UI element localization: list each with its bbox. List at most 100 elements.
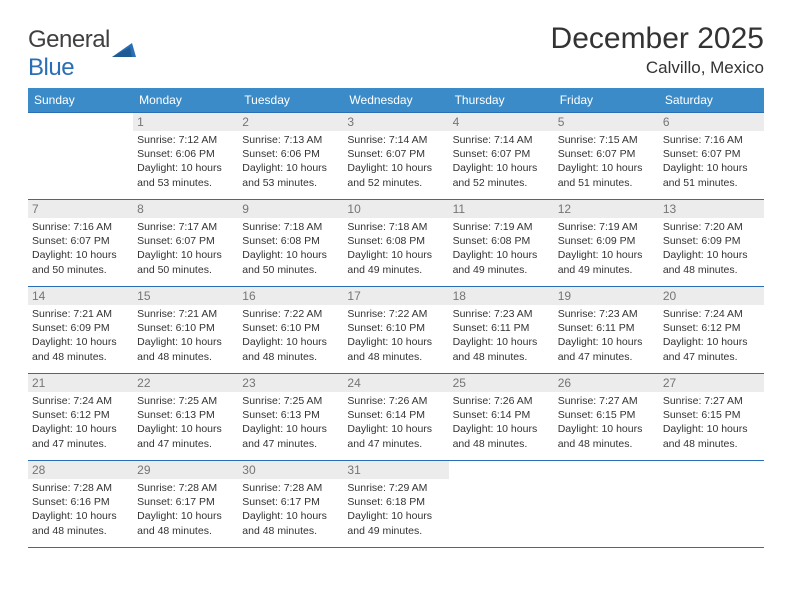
calendar-day-cell: 24 Sunrise: 7:26 AMSunset: 6:14 PMDayligh… [343,374,448,461]
calendar-day-cell: 4Sunrise: 7:14 AMSunset: 6:07 PMDaylight… [449,113,554,200]
day-details: Sunrise: 7:14 AMSunset: 6:07 PMDaylight:… [347,133,444,190]
calendar-day-cell: 8 Sunrise: 7:17 AMSunset: 6:07 PMDaylight… [133,200,238,287]
calendar-day-cell: 2Sunrise: 7:13 AMSunset: 6:06 PMDaylight… [238,113,343,200]
calendar-day-cell: 22Sunrise: 7:25 AMSunset: 6:13 PMDayligh… [133,374,238,461]
day-number: 25 [449,374,554,392]
calendar-body: 1Sunrise: 7:12 AMSunset: 6:06 PMDaylight… [28,113,764,548]
title-block: December 2025 Calvillo, Mexico [551,22,764,78]
day-header: Monday [133,88,238,113]
calendar-day-cell: 5 Sunrise: 7:15 AMSunset: 6:07 PMDaylight… [554,113,659,200]
calendar-day-cell: 13 Sunrise: 7:20 AMSunset: 6:09 PMDayligh… [659,200,764,287]
day-number: 28 [28,461,133,479]
day-details: Sunrise: 7:14 AMSunset: 6:07 PMDaylight:… [453,133,550,190]
day-number: 27 [659,374,764,392]
logo: General Blue [28,22,140,82]
calendar-week-row: 1Sunrise: 7:12 AMSunset: 6:06 PMDaylight… [28,113,764,200]
calendar-empty-cell [554,461,659,548]
calendar-week-row: 7 Sunrise: 7:16 AMSunset: 6:07 PMDaylight… [28,200,764,287]
calendar-week-row: 21Sunrise: 7:24 AMSunset: 6:12 PMDayligh… [28,374,764,461]
day-number: 10 [343,200,448,218]
day-header: Sunday [28,88,133,113]
day-number: 20 [659,287,764,305]
day-header: Saturday [659,88,764,113]
day-details: Sunrise: 7:13 AMSunset: 6:06 PMDaylight:… [242,133,339,190]
day-header: Tuesday [238,88,343,113]
calendar-week-row: 14Sunrise: 7:21 AMSunset: 6:09 PMDayligh… [28,287,764,374]
day-number: 7 [28,200,133,218]
calendar-empty-cell [449,461,554,548]
day-number: 9 [238,200,343,218]
calendar-day-cell: 16Sunrise: 7:22 AMSunset: 6:10 PMDayligh… [238,287,343,374]
calendar-day-cell: 10 Sunrise: 7:18 AMSunset: 6:08 PMDayligh… [343,200,448,287]
calendar-page: General Blue December 2025 Calvillo, Mex… [0,0,792,548]
calendar-day-cell: 21Sunrise: 7:24 AMSunset: 6:12 PMDayligh… [28,374,133,461]
day-details: Sunrise: 7:26 AMSunset: 6:14 PMDaylight:… [347,394,444,451]
calendar-header-row: SundayMondayTuesdayWednesdayThursdayFrid… [28,88,764,113]
calendar-day-cell: 29 Sunrise: 7:28 AMSunset: 6:17 PMDayligh… [133,461,238,548]
day-details: Sunrise: 7:24 AMSunset: 6:12 PMDaylight:… [32,394,129,451]
day-details: Sunrise: 7:25 AMSunset: 6:13 PMDaylight:… [242,394,339,451]
calendar-day-cell: 18Sunrise: 7:23 AMSunset: 6:11 PMDayligh… [449,287,554,374]
day-number: 14 [28,287,133,305]
day-number: 29 [133,461,238,479]
day-details: Sunrise: 7:28 AMSunset: 6:17 PMDaylight:… [137,481,234,538]
calendar-day-cell: 27Sunrise: 7:27 AMSunset: 6:15 PMDayligh… [659,374,764,461]
logo-triangle-icon [112,41,140,61]
day-number: 13 [659,200,764,218]
calendar-week-row: 28 Sunrise: 7:28 AMSunset: 6:16 PMDayligh… [28,461,764,548]
day-number: 26 [554,374,659,392]
day-number: 15 [133,287,238,305]
calendar-day-cell: 11 Sunrise: 7:19 AMSunset: 6:08 PMDayligh… [449,200,554,287]
day-details: Sunrise: 7:29 AMSunset: 6:18 PMDaylight:… [347,481,444,538]
calendar-empty-cell [659,461,764,548]
calendar-day-cell: 28 Sunrise: 7:28 AMSunset: 6:16 PMDayligh… [28,461,133,548]
page-title: December 2025 [551,22,764,56]
day-details: Sunrise: 7:16 AMSunset: 6:07 PMDaylight:… [663,133,760,190]
day-details: Sunrise: 7:20 AMSunset: 6:09 PMDaylight:… [663,220,760,277]
calendar-day-cell: 26 Sunrise: 7:27 AMSunset: 6:15 PMDayligh… [554,374,659,461]
logo-word1: General [28,26,110,53]
day-details: Sunrise: 7:22 AMSunset: 6:10 PMDaylight:… [347,307,444,364]
day-details: Sunrise: 7:18 AMSunset: 6:08 PMDaylight:… [242,220,339,277]
day-header: Thursday [449,88,554,113]
logo-text: General Blue [28,26,110,82]
day-details: Sunrise: 7:28 AMSunset: 6:17 PMDaylight:… [242,481,339,538]
day-number: 23 [238,374,343,392]
calendar-day-cell: 1Sunrise: 7:12 AMSunset: 6:06 PMDaylight… [133,113,238,200]
day-number: 30 [238,461,343,479]
day-details: Sunrise: 7:16 AMSunset: 6:07 PMDaylight:… [32,220,129,277]
day-details: Sunrise: 7:28 AMSunset: 6:16 PMDaylight:… [32,481,129,538]
calendar-empty-cell [28,113,133,200]
logo-word2: Blue [28,54,74,81]
day-details: Sunrise: 7:24 AMSunset: 6:12 PMDaylight:… [663,307,760,364]
day-details: Sunrise: 7:18 AMSunset: 6:08 PMDaylight:… [347,220,444,277]
calendar-day-cell: 31 Sunrise: 7:29 AMSunset: 6:18 PMDayligh… [343,461,448,548]
day-details: Sunrise: 7:19 AMSunset: 6:09 PMDaylight:… [558,220,655,277]
day-details: Sunrise: 7:15 AMSunset: 6:07 PMDaylight:… [558,133,655,190]
day-number: 5 [554,113,659,131]
day-number: 11 [449,200,554,218]
day-number: 19 [554,287,659,305]
calendar-day-cell: 25Sunrise: 7:26 AMSunset: 6:14 PMDayligh… [449,374,554,461]
day-details: Sunrise: 7:27 AMSunset: 6:15 PMDaylight:… [558,394,655,451]
page-subtitle: Calvillo, Mexico [551,58,764,78]
calendar-day-cell: 7 Sunrise: 7:16 AMSunset: 6:07 PMDaylight… [28,200,133,287]
day-header: Friday [554,88,659,113]
calendar-day-cell: 6 Sunrise: 7:16 AMSunset: 6:07 PMDaylight… [659,113,764,200]
calendar-day-cell: 20 Sunrise: 7:24 AMSunset: 6:12 PMDayligh… [659,287,764,374]
day-number: 8 [133,200,238,218]
day-details: Sunrise: 7:21 AMSunset: 6:10 PMDaylight:… [137,307,234,364]
calendar-day-cell: 14Sunrise: 7:21 AMSunset: 6:09 PMDayligh… [28,287,133,374]
calendar-day-cell: 23 Sunrise: 7:25 AMSunset: 6:13 PMDayligh… [238,374,343,461]
day-details: Sunrise: 7:25 AMSunset: 6:13 PMDaylight:… [137,394,234,451]
day-details: Sunrise: 7:17 AMSunset: 6:07 PMDaylight:… [137,220,234,277]
day-details: Sunrise: 7:19 AMSunset: 6:08 PMDaylight:… [453,220,550,277]
day-number: 18 [449,287,554,305]
day-details: Sunrise: 7:22 AMSunset: 6:10 PMDaylight:… [242,307,339,364]
day-number: 6 [659,113,764,131]
day-number: 31 [343,461,448,479]
day-number: 24 [343,374,448,392]
calendar-day-cell: 9 Sunrise: 7:18 AMSunset: 6:08 PMDaylight… [238,200,343,287]
day-header: Wednesday [343,88,448,113]
calendar-table: SundayMondayTuesdayWednesdayThursdayFrid… [28,88,764,548]
